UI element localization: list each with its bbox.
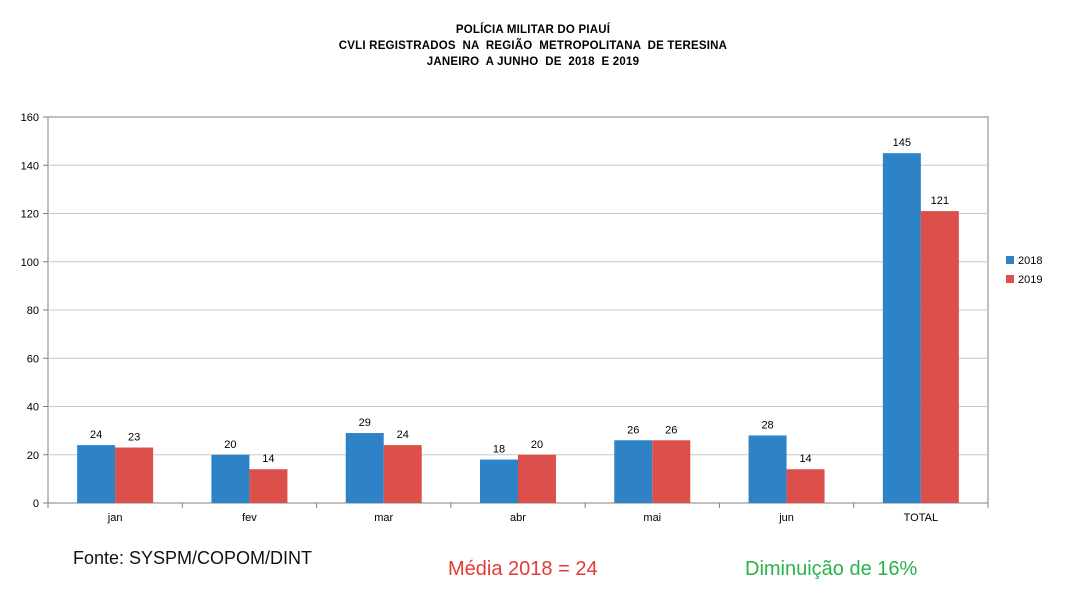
title-line-3: JANEIRO A JUNHO DE 2018 E 2019 xyxy=(426,56,640,68)
mean-note: Média 2018 = 24 xyxy=(448,558,598,580)
x-tick-label: mai xyxy=(643,512,661,524)
bar-2018-mar xyxy=(345,433,384,503)
data-label: 26 xyxy=(665,424,677,436)
bar-2019-fev xyxy=(249,469,288,503)
bar-2018-jan xyxy=(77,445,116,503)
y-tick-label: 40 xyxy=(27,402,39,414)
legend-label: 2019 xyxy=(1018,274,1042,286)
legend-swatch-2019 xyxy=(1006,275,1014,283)
bar-2018-fev xyxy=(211,454,250,503)
bar-2019-jan xyxy=(115,447,154,503)
data-label: 28 xyxy=(761,419,773,431)
y-tick-label: 140 xyxy=(21,160,39,172)
x-tick-label: abr xyxy=(510,512,526,524)
y-tick-label: 20 xyxy=(27,450,39,462)
bar-2019-TOTAL xyxy=(920,211,959,503)
data-label: 24 xyxy=(397,429,409,441)
bar-2019-jun xyxy=(786,469,825,503)
data-label: 14 xyxy=(799,453,811,465)
y-tick-label: 100 xyxy=(21,257,39,269)
x-tick-label: TOTAL xyxy=(904,512,938,524)
data-label: 18 xyxy=(493,444,505,456)
legend-swatch-2018 xyxy=(1006,256,1014,264)
x-tick-label: mar xyxy=(374,512,393,524)
x-tick-label: fev xyxy=(242,512,257,524)
data-label: 121 xyxy=(931,195,949,207)
bar-2018-mai xyxy=(614,440,653,503)
title-line-2: CVLI REGISTRADOS NA REGIÃO METROPOLITANA… xyxy=(338,40,728,52)
x-tick-label: jan xyxy=(107,512,123,524)
y-tick-label: 0 xyxy=(33,498,39,510)
y-tick-label: 120 xyxy=(21,209,39,221)
data-label: 26 xyxy=(627,424,639,436)
decrease-note: Diminuição de 16% xyxy=(745,558,918,580)
data-label: 20 xyxy=(224,439,236,451)
legend-label: 2018 xyxy=(1018,255,1042,267)
y-tick-label: 60 xyxy=(27,353,39,365)
data-label: 24 xyxy=(90,429,102,441)
source-note: Fonte: SYSPM/COPOM/DINT xyxy=(73,548,313,568)
data-label: 14 xyxy=(262,453,274,465)
data-label: 29 xyxy=(359,417,371,429)
bar-2018-abr xyxy=(480,459,518,503)
y-tick-label: 80 xyxy=(27,305,39,317)
data-label: 23 xyxy=(128,432,140,444)
bar-2019-abr xyxy=(518,454,556,503)
bar-2018-TOTAL xyxy=(882,153,921,503)
bar-2019-mar xyxy=(383,445,422,503)
title-line-1: POLÍCIA MILITAR DO PIAUÍ xyxy=(455,24,611,36)
bar-2018-jun xyxy=(748,435,787,503)
y-tick-label: 160 xyxy=(21,112,39,124)
data-label: 145 xyxy=(893,137,911,149)
x-tick-label: jun xyxy=(778,512,794,524)
chart-title: POLÍCIA MILITAR DO PIAUÍ CVLI REGISTRADO… xyxy=(0,22,1066,70)
data-label: 20 xyxy=(531,439,543,451)
bar-2019-mai xyxy=(652,440,691,503)
